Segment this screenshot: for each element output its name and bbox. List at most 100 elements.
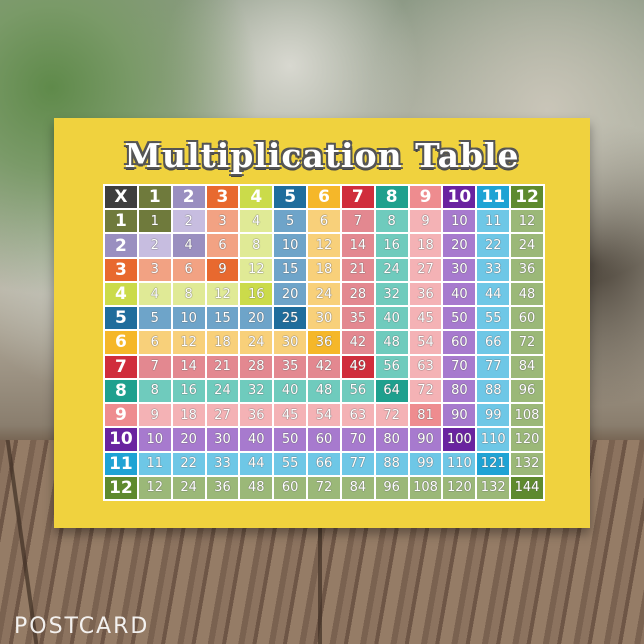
product-cell: 49 [341,355,374,378]
product-cell: 36 [308,331,340,354]
product-cell: 22 [172,452,205,475]
product-cell: 18 [308,258,340,281]
product-cell: 63 [341,404,374,427]
product-cell: 11 [477,210,510,233]
table-seam [318,440,322,644]
product-cell: 12 [138,476,171,499]
product-cell: 16 [240,282,273,306]
product-cell: 24 [308,282,340,306]
product-cell: 12 [206,282,239,306]
product-cell: 45 [409,307,442,330]
product-cell: 36 [409,282,442,306]
product-cell: 80 [375,428,408,451]
product-cell: 110 [477,428,510,451]
product-cell: 5 [138,307,171,330]
column-header: 11 [477,186,510,209]
product-cell: 48 [308,379,340,403]
product-cell: 30 [274,331,307,354]
product-cell: 10 [274,234,307,257]
product-cell: 10 [443,210,476,233]
product-cell: 40 [274,379,307,403]
row-header: 2 [105,234,137,257]
product-cell: 144 [511,476,543,499]
product-cell: 54 [308,404,340,427]
product-cell: 21 [206,355,239,378]
product-cell: 24 [511,234,543,257]
product-cell: 48 [511,282,543,306]
product-cell: 10 [138,428,171,451]
product-cell: 63 [409,355,442,378]
product-cell: 72 [375,404,408,427]
product-cell: 36 [240,404,273,427]
product-cell: 32 [375,282,408,306]
product-cell: 8 [240,234,273,257]
row-header: 5 [105,307,137,330]
product-cell: 1 [138,210,171,233]
product-cell: 81 [409,404,442,427]
product-cell: 28 [240,355,273,378]
product-cell: 66 [477,331,510,354]
product-cell: 8 [375,210,408,233]
product-cell: 132 [477,476,510,499]
product-cell: 121 [477,452,510,475]
product-cell: 32 [240,379,273,403]
product-cell: 12 [511,210,543,233]
product-cell: 33 [206,452,239,475]
product-cell: 60 [308,428,340,451]
product-cell: 48 [240,476,273,499]
product-cell: 60 [274,476,307,499]
product-cell: 99 [409,452,442,475]
product-cell: 2 [138,234,171,257]
row-header: 11 [105,452,137,475]
product-cell: 7 [138,355,171,378]
product-cell: 21 [341,258,374,281]
product-cell: 22 [477,234,510,257]
product-cell: 28 [341,282,374,306]
product-cell: 96 [511,379,543,403]
column-header: 8 [375,186,408,209]
product-cell: 96 [375,476,408,499]
product-cell: 36 [511,258,543,281]
product-cell: 18 [206,331,239,354]
product-cell: 27 [409,258,442,281]
product-cell: 3 [206,210,239,233]
product-cell: 9 [138,404,171,427]
product-cell: 12 [240,258,273,281]
product-cell: 20 [274,282,307,306]
product-cell: 70 [341,428,374,451]
column-header: 9 [409,186,442,209]
row-header: 12 [105,476,137,499]
card-title: Multiplication Table [124,136,520,175]
row-header: 8 [105,379,137,403]
product-cell: 77 [341,452,374,475]
column-header: 3 [206,186,239,209]
row-header: 3 [105,258,137,281]
row-header: 9 [105,404,137,427]
product-cell: 120 [443,476,476,499]
product-cell: 50 [443,307,476,330]
product-cell: 132 [511,452,543,475]
column-header: 2 [172,186,205,209]
product-cell: 100 [443,428,476,451]
row-header: 10 [105,428,137,451]
product-cell: 42 [308,355,340,378]
product-cell: 10 [172,307,205,330]
product-cell: 54 [409,331,442,354]
product-cell: 9 [206,258,239,281]
product-cell: 12 [308,234,340,257]
column-header: 7 [341,186,374,209]
product-cell: 25 [274,307,307,330]
product-cell: 120 [511,428,543,451]
product-cell: 12 [172,331,205,354]
row-header: 7 [105,355,137,378]
postcard: Multiplication Table X 1 2 3 4 5 6 7 8 9 10 11 12 1 1 2… [54,118,590,528]
product-cell: 44 [240,452,273,475]
product-cell: 88 [375,452,408,475]
column-header: 1 [138,186,171,209]
product-cell: 90 [443,404,476,427]
product-cell: 40 [443,282,476,306]
product-cell: 18 [409,234,442,257]
product-cell: 64 [375,379,408,403]
product-cell: 55 [477,307,510,330]
product-cell: 48 [375,331,408,354]
